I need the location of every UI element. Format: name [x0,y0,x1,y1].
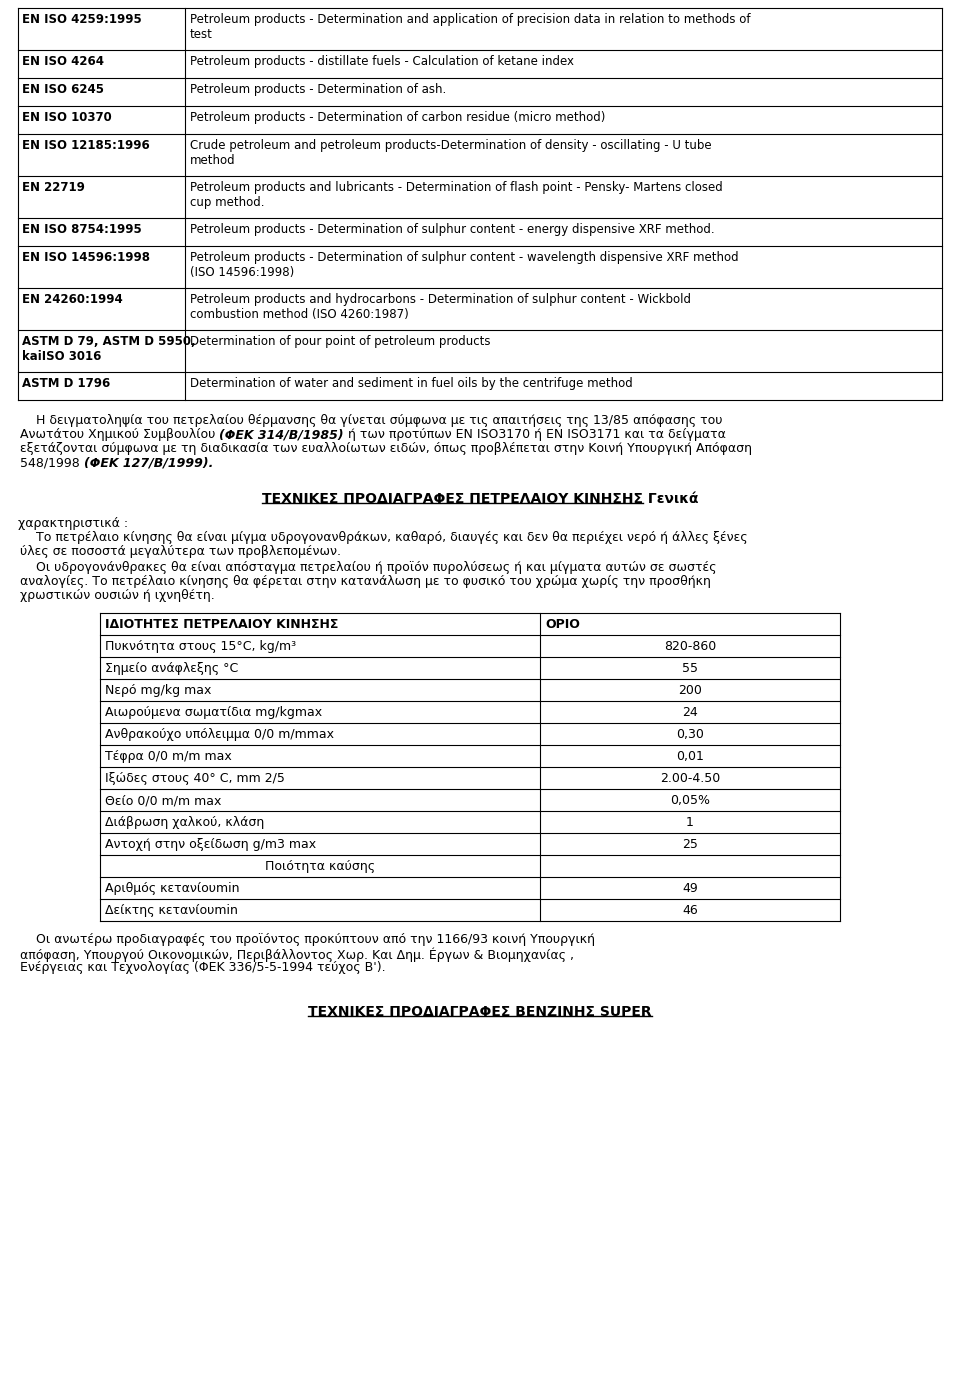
Text: (ΦΕΚ 314/Β/1985): (ΦΕΚ 314/Β/1985) [220,427,344,441]
Text: 49: 49 [683,882,698,894]
Text: αναλογίες. Το πετρέλαιο κίνησης θα φέρεται στην κατανάλωση με το φυσικό του χρώμ: αναλογίες. Το πετρέλαιο κίνησης θα φέρετ… [20,574,710,588]
Text: EN ISO 12185:1996: EN ISO 12185:1996 [22,139,150,153]
Text: EN ISO 4264: EN ISO 4264 [22,55,104,67]
Text: Αιωρούμενα σωματίδια mg/kgmax: Αιωρούμενα σωματίδια mg/kgmax [105,706,323,719]
Text: Petroleum products - Determination and application of precision data in relation: Petroleum products - Determination and a… [190,12,751,41]
Text: Πυκνότητα στους 15°C, kg/m³: Πυκνότητα στους 15°C, kg/m³ [105,640,296,653]
Text: ή των προτύπων EN ISO3170 ή EN ISO3171 και τα δείγματα: ή των προτύπων EN ISO3170 ή EN ISO3171 κ… [344,427,726,441]
Text: Οι ανωτέρω προδιαγραφές του προϊόντος προκύπτουν από την 1166/93 κοινή Υπουργική: Οι ανωτέρω προδιαγραφές του προϊόντος πρ… [20,933,595,947]
Text: 0,30: 0,30 [676,728,704,741]
Text: 548/1998: 548/1998 [20,456,84,469]
Text: (ΦΕΚ 127/Β/1999).: (ΦΕΚ 127/Β/1999). [84,456,213,469]
Text: 55: 55 [682,662,698,675]
Text: ΟΡΙΟ: ΟΡΙΟ [545,618,580,631]
Text: 200: 200 [678,684,702,697]
Text: Ανωτάτου Χημικού Συμβουλίου: Ανωτάτου Χημικού Συμβουλίου [20,427,220,441]
Text: ΤΕΧΝΙΚΕΣ ΠΡΟΔΙΑΓΡΑΦΕΣ ΠΕΤΡΕΛΑΙΟΥ ΚΙΝΗΣΗΣ: ΤΕΧΝΙΚΕΣ ΠΡΟΔΙΑΓΡΑΦΕΣ ΠΕΤΡΕΛΑΙΟΥ ΚΙΝΗΣΗΣ [262,492,643,506]
Text: 0,05%: 0,05% [670,794,710,807]
Text: Petroleum products and lubricants - Determination of flash point - Pensky- Marte: Petroleum products and lubricants - Dete… [190,181,723,209]
Text: 0,01: 0,01 [676,750,704,763]
Text: Δείκτης κετανίουmin: Δείκτης κετανίουmin [105,904,238,916]
Text: EN 24260:1994: EN 24260:1994 [22,293,123,306]
Text: ASTM D 79, ASTM D 5950,
kaiISO 3016: ASTM D 79, ASTM D 5950, kaiISO 3016 [22,335,196,363]
Text: Τέφρα 0/0 m/m max: Τέφρα 0/0 m/m max [105,750,231,763]
Text: Νερό mg/kg max: Νερό mg/kg max [105,684,211,697]
Text: 2.00-4.50: 2.00-4.50 [660,772,720,785]
Text: Petroleum products - distillate fuels - Calculation of ketane index: Petroleum products - distillate fuels - … [190,55,574,67]
Text: 820-860: 820-860 [664,640,716,653]
Text: Αριθμός κετανίουmin: Αριθμός κετανίουmin [105,882,239,894]
Text: Ενέργειας και Τεχνολογίας (ΦΕΚ 336/5-5-1994 τεύχος Β').: Ενέργειας και Τεχνολογίας (ΦΕΚ 336/5-5-1… [20,960,386,974]
Text: Το πετρέλαιο κίνησης θα είναι μίγμα υδρογονανθράκων, καθαρό, διαυγές και δεν θα : Το πετρέλαιο κίνησης θα είναι μίγμα υδρο… [20,530,748,544]
Text: 1: 1 [686,816,694,829]
Text: EN ISO 6245: EN ISO 6245 [22,82,104,96]
Text: Determination of pour point of petroleum products: Determination of pour point of petroleum… [190,335,491,348]
Text: Η δειγματοληψία του πετρελαίου θέρμανσης θα γίνεται σύμφωνα με τις απαιτήσεις τη: Η δειγματοληψία του πετρελαίου θέρμανσης… [20,414,723,427]
Text: 24: 24 [683,706,698,719]
Text: EN ISO 8754:1995: EN ISO 8754:1995 [22,223,142,236]
Text: Petroleum products - Determination of sulphur content - wavelength dispensive XR: Petroleum products - Determination of su… [190,251,738,279]
Text: Διάβρωση χαλκού, κλάση: Διάβρωση χαλκού, κλάση [105,816,264,829]
Text: Ποιότητα καύσης: Ποιότητα καύσης [265,860,375,872]
Text: ASTM D 1796: ASTM D 1796 [22,376,110,390]
Text: Ιξώδες στους 40° C, mm 2/5: Ιξώδες στους 40° C, mm 2/5 [105,772,285,785]
Text: Ανθρακούχο υπόλειμμα 0/0 m/mmax: Ανθρακούχο υπόλειμμα 0/0 m/mmax [105,728,334,741]
Text: EN ISO 4259:1995: EN ISO 4259:1995 [22,12,142,26]
Text: απόφαση, Υπουργού Οικονομικών, Περιβάλλοντος Χωρ. Και Δημ. Éργων & Βιομηχανίας ,: απόφαση, Υπουργού Οικονομικών, Περιβάλλο… [20,947,574,962]
Text: 25: 25 [682,838,698,851]
Text: Αντοχή στην οξείδωση g/m3 max: Αντοχή στην οξείδωση g/m3 max [105,838,316,851]
Text: Petroleum products - Determination of carbon residue (micro method): Petroleum products - Determination of ca… [190,111,606,124]
Text: χρωστικών ουσιών ή ιχνηθέτη.: χρωστικών ουσιών ή ιχνηθέτη. [20,589,215,602]
Text: EN ISO 10370: EN ISO 10370 [22,111,111,124]
Text: Petroleum products and hydrocarbons - Determination of sulphur content - Wickbol: Petroleum products and hydrocarbons - De… [190,293,691,322]
Text: Crude petroleum and petroleum products-Determination of density - oscillating - : Crude petroleum and petroleum products-D… [190,139,711,168]
Text: EN ISO 14596:1998: EN ISO 14596:1998 [22,251,150,264]
Text: Οι υδρογονάνθρακες θα είναι απόσταγμα πετρελαίου ή προϊόν πυρολύσεως ή και μίγμα: Οι υδρογονάνθρακες θα είναι απόσταγμα πε… [20,561,716,574]
Text: Determination of water and sediment in fuel oils by the centrifuge method: Determination of water and sediment in f… [190,376,633,390]
Text: ΙΔΙΟΤΗΤΕΣ ΠΕΤΡΕΛΑΙΟΥ ΚΙΝΗΣΗΣ: ΙΔΙΟΤΗΤΕΣ ΠΕΤΡΕΛΑΙΟΥ ΚΙΝΗΣΗΣ [105,618,338,631]
Text: Θείο 0/0 m/m max: Θείο 0/0 m/m max [105,794,222,807]
Text: Γενικά: Γενικά [643,492,698,506]
Text: ΤΕΧΝΙΚΕΣ ΠΡΟΔΙΑΓΡΑΦΕΣ ΒΕΝΖΙΝΗΣ SUPER: ΤΕΧΝΙΚΕΣ ΠΡΟΔΙΑΓΡΑΦΕΣ ΒΕΝΖΙΝΗΣ SUPER [308,1004,652,1020]
Text: Σημείο ανάφλεξης °C: Σημείο ανάφλεξης °C [105,662,238,675]
Text: χαρακτηριστικά :: χαρακτηριστικά : [18,517,128,530]
Text: 46: 46 [683,904,698,916]
Text: ύλες σε ποσοστά μεγαλύτερα των προβλεπομένων.: ύλες σε ποσοστά μεγαλύτερα των προβλεπομ… [20,545,341,558]
Text: εξετάζονται σύμφωνα με τη διαδικασία των ευαλλοίωτων ειδών, όπως προβλέπεται στη: εξετάζονται σύμφωνα με τη διαδικασία των… [20,442,752,455]
Text: EN 22719: EN 22719 [22,181,84,194]
Text: Petroleum products - Determination of ash.: Petroleum products - Determination of as… [190,82,446,96]
Text: Petroleum products - Determination of sulphur content - energy dispensive XRF me: Petroleum products - Determination of su… [190,223,714,236]
